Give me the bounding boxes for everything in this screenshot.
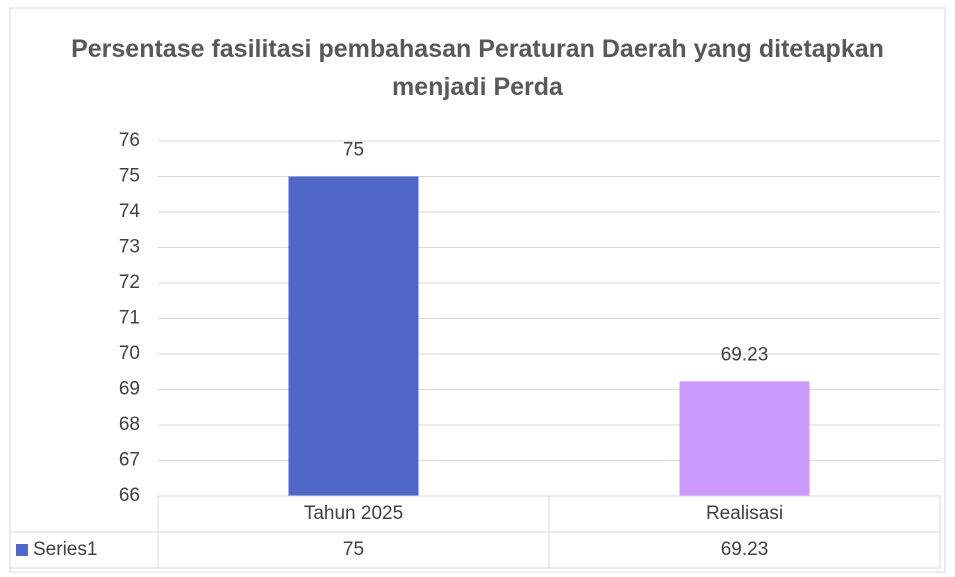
- bar: [288, 176, 419, 496]
- chart-title: Persentase fasilitasi pembahasan Peratur…: [71, 35, 884, 101]
- table-value: 75: [343, 539, 364, 560]
- y-tick-label: 67: [119, 450, 140, 471]
- y-tick-label: 68: [119, 414, 140, 435]
- data-label: 75: [343, 140, 364, 161]
- y-tick-label: 69: [119, 379, 140, 400]
- x-tick-label: Realisasi: [706, 503, 783, 524]
- y-tick-label: 73: [119, 237, 140, 258]
- y-tick-label: 66: [119, 485, 140, 506]
- legend-label: Series1: [33, 539, 97, 560]
- y-tick-label: 71: [119, 308, 140, 329]
- y-tick-label: 76: [119, 130, 140, 151]
- x-tick-label: Tahun 2025: [304, 503, 403, 524]
- table-value: 69.23: [721, 539, 769, 560]
- y-tick-label: 70: [119, 343, 140, 364]
- y-tick-label: 72: [119, 272, 140, 293]
- data-label: 69.23: [721, 344, 769, 365]
- bar: [679, 381, 810, 496]
- y-tick-label: 75: [119, 166, 140, 187]
- y-tick-label: 74: [119, 201, 141, 222]
- legend-swatch: [16, 544, 28, 556]
